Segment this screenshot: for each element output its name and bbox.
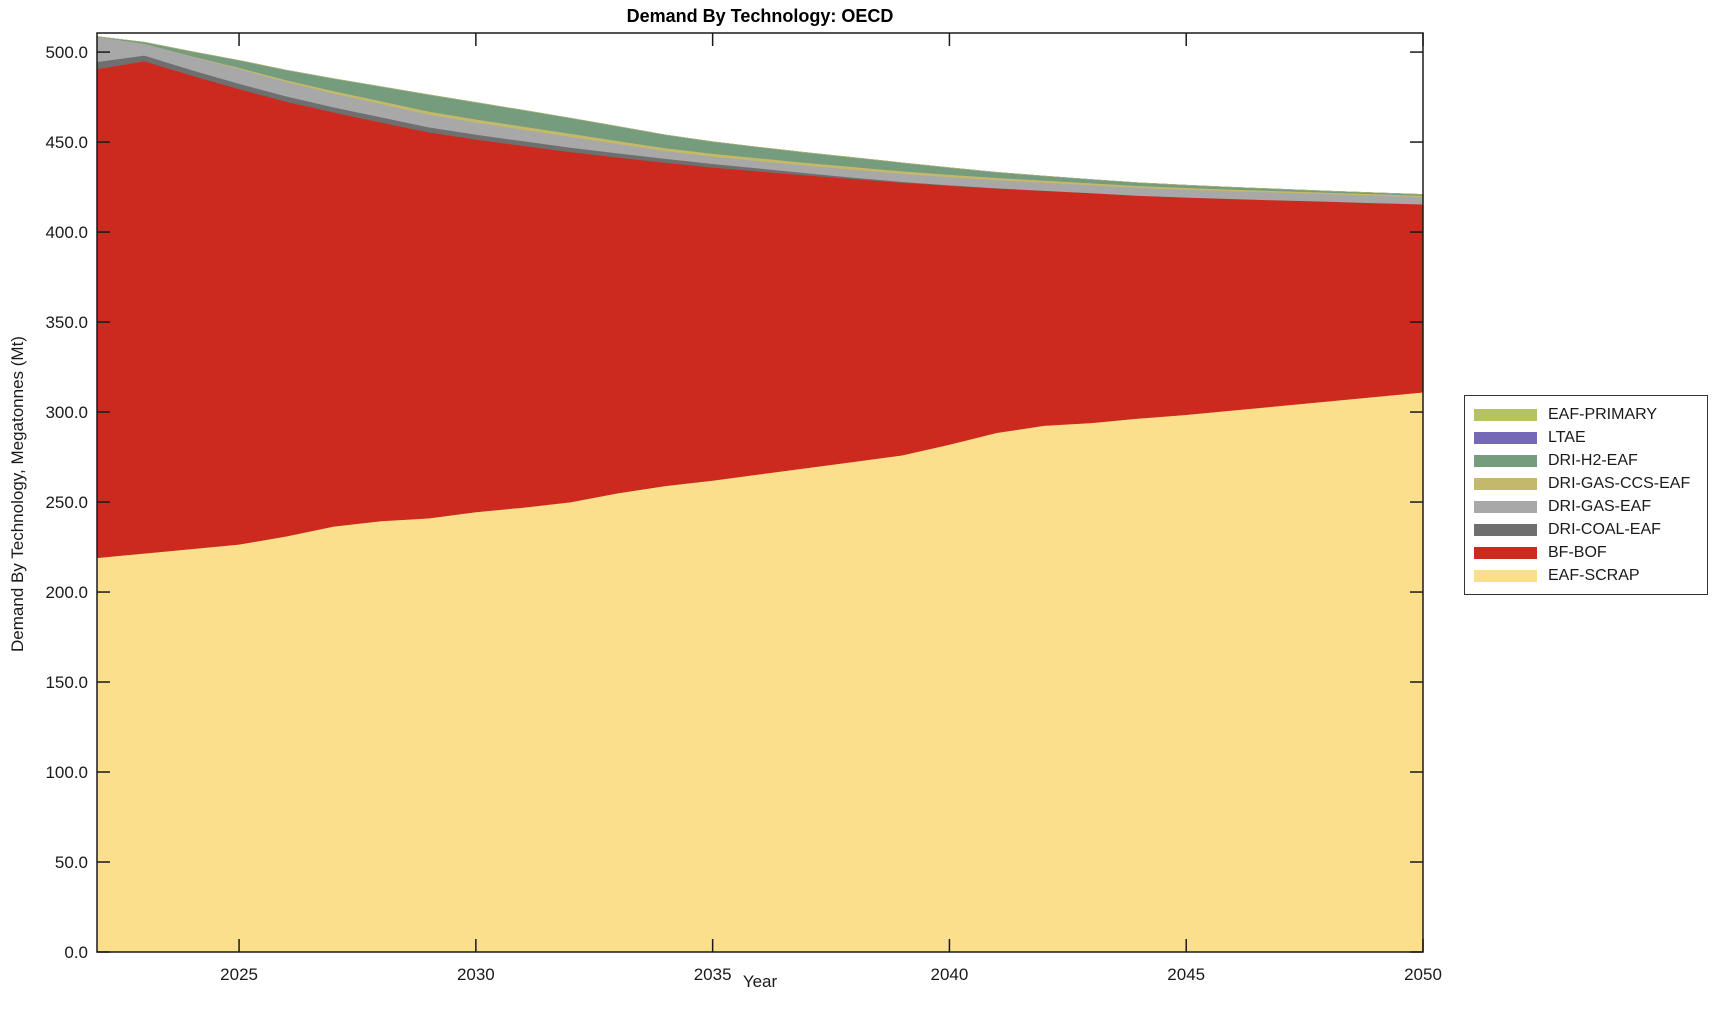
legend-swatch (1474, 454, 1537, 467)
legend-item: DRI-GAS-EAF (1465, 495, 1707, 518)
legend-label: EAF-PRIMARY (1548, 405, 1658, 423)
y-tick-label: 300.0 (45, 403, 88, 422)
legend-swatch (1474, 477, 1537, 490)
legend-label: DRI-COAL-EAF (1548, 520, 1661, 538)
legend-item: DRI-GAS-CCS-EAF (1465, 472, 1707, 495)
legend-swatch (1474, 546, 1537, 559)
legend-label: DRI-GAS-EAF (1548, 497, 1652, 515)
legend-label: DRI-GAS-CCS-EAF (1548, 474, 1691, 492)
legend-label: DRI-H2-EAF (1548, 451, 1638, 469)
legend-box: EAF-PRIMARY LTAE DRI-H2-EAF DRI-GAS-CCS-EAF… (1464, 395, 1708, 595)
y-tick-label: 500.0 (45, 43, 88, 62)
x-tick-label: 2045 (1167, 965, 1205, 984)
legend-item: DRI-H2-EAF (1465, 449, 1707, 472)
legend-swatch (1474, 431, 1537, 444)
axis-frame (96, 32, 1424, 953)
y-tick-label: 350.0 (45, 313, 88, 332)
y-tick-label: 200.0 (45, 583, 88, 602)
legend-label: EAF-SCRAP (1548, 566, 1640, 584)
chart-title: Demand By Technology: OECD (626, 6, 894, 26)
x-tick-label: 2030 (457, 965, 495, 984)
y-tick-label: 150.0 (45, 673, 88, 692)
legend-item: BF-BOF (1465, 541, 1707, 564)
legend-label: BF-BOF (1548, 543, 1607, 561)
legend-swatch (1474, 500, 1537, 513)
legend-item: EAF-PRIMARY (1465, 403, 1707, 426)
y-tick-label: 250.0 (45, 493, 88, 512)
x-tick-label: 2035 (694, 965, 732, 984)
legend-item: EAF-SCRAP (1465, 564, 1707, 587)
y-tick-label: 50.0 (55, 853, 88, 872)
legend-swatch (1474, 523, 1537, 536)
legend-item: DRI-COAL-EAF (1465, 518, 1707, 541)
legend-item: LTAE (1465, 426, 1707, 449)
x-tick-label: 2050 (1404, 965, 1442, 984)
y-tick-label: 100.0 (45, 763, 88, 782)
y-tick-label: 450.0 (45, 133, 88, 152)
legend-swatch (1474, 408, 1537, 421)
x-tick-label: 2040 (931, 965, 969, 984)
y-tick-label: 400.0 (45, 223, 88, 242)
y-tick-label: 0.0 (64, 943, 88, 962)
legend-swatch (1474, 569, 1537, 582)
x-tick-label: 2025 (220, 965, 258, 984)
x-axis-label: Year (742, 972, 778, 991)
legend-label: LTAE (1548, 428, 1586, 446)
